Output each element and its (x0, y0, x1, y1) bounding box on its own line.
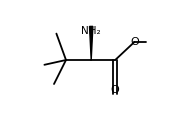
Polygon shape (89, 26, 93, 60)
Text: O: O (111, 85, 120, 95)
Text: NH₂: NH₂ (81, 26, 101, 36)
Text: O: O (131, 37, 139, 47)
